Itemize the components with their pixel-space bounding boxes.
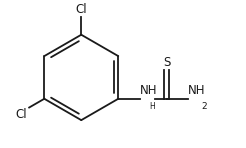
Text: Cl: Cl [76,3,87,16]
Text: H: H [149,102,155,111]
Text: NH: NH [188,84,206,97]
Text: Cl: Cl [15,108,27,122]
Text: S: S [163,56,170,69]
Text: 2: 2 [202,102,207,111]
Text: NH: NH [139,84,157,97]
